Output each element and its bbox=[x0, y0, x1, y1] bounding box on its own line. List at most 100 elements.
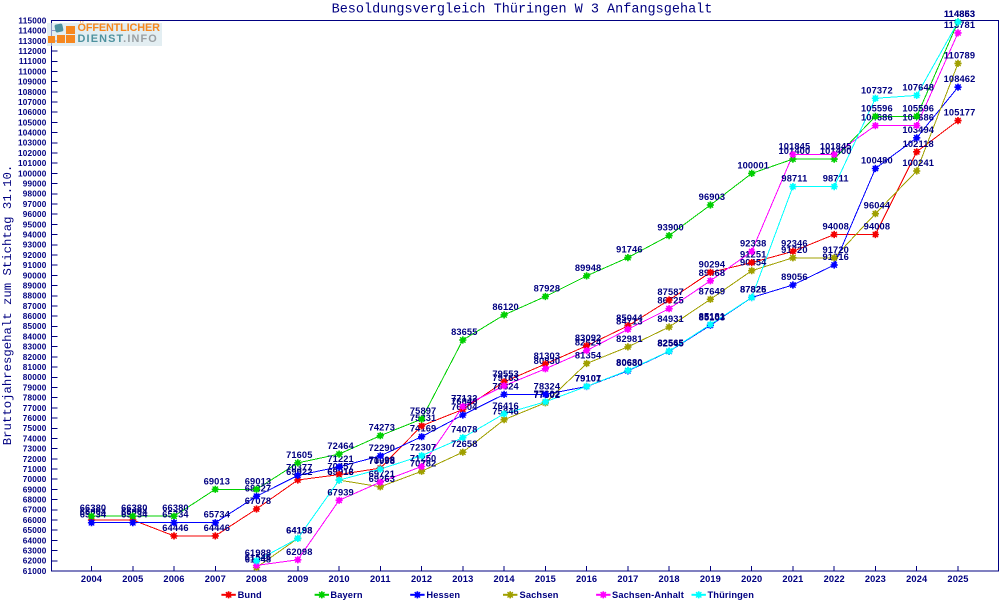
svg-text:76843: 76843 bbox=[451, 397, 477, 407]
svg-text:87649: 87649 bbox=[699, 286, 725, 296]
svg-text:94008: 94008 bbox=[822, 222, 848, 232]
svg-text:81000: 81000 bbox=[23, 363, 47, 372]
svg-text:64446: 64446 bbox=[204, 523, 230, 533]
svg-text:76416: 76416 bbox=[492, 401, 518, 411]
svg-text:107648: 107648 bbox=[902, 82, 934, 92]
svg-text:102000: 102000 bbox=[18, 149, 47, 158]
svg-text:2019: 2019 bbox=[700, 574, 721, 584]
svg-text:2009: 2009 bbox=[287, 574, 308, 584]
svg-text:2005: 2005 bbox=[122, 574, 143, 584]
svg-text:64198: 64198 bbox=[286, 525, 312, 535]
svg-text:83000: 83000 bbox=[23, 343, 47, 352]
svg-text:76000: 76000 bbox=[23, 414, 47, 423]
svg-text:2008: 2008 bbox=[246, 574, 267, 584]
svg-text:2023: 2023 bbox=[865, 574, 886, 584]
svg-text:61000: 61000 bbox=[23, 567, 47, 576]
svg-text:Sachsen-Anhalt: Sachsen-Anhalt bbox=[612, 590, 684, 600]
svg-text:70000: 70000 bbox=[23, 475, 47, 484]
svg-text:2025: 2025 bbox=[947, 574, 968, 584]
svg-text:111000: 111000 bbox=[19, 57, 47, 66]
svg-text:89056: 89056 bbox=[781, 272, 807, 282]
svg-text:77000: 77000 bbox=[23, 404, 47, 413]
svg-text:64446: 64446 bbox=[162, 523, 188, 533]
svg-text:2015: 2015 bbox=[535, 574, 556, 584]
svg-text:74169: 74169 bbox=[410, 424, 436, 434]
svg-text:75897: 75897 bbox=[410, 406, 436, 416]
svg-text:92346: 92346 bbox=[781, 238, 807, 248]
svg-text:84713: 84713 bbox=[616, 316, 642, 326]
svg-text:66004: 66004 bbox=[121, 507, 148, 517]
svg-text:83092: 83092 bbox=[575, 333, 601, 343]
svg-text:105000: 105000 bbox=[18, 118, 47, 127]
svg-text:66004: 66004 bbox=[80, 507, 107, 517]
svg-text:78324: 78324 bbox=[534, 381, 561, 391]
svg-text:108000: 108000 bbox=[18, 88, 47, 97]
svg-text:91251: 91251 bbox=[740, 250, 766, 260]
svg-text:79107: 79107 bbox=[575, 373, 601, 383]
svg-text:2022: 2022 bbox=[824, 574, 845, 584]
svg-text:2018: 2018 bbox=[659, 574, 680, 584]
svg-text:83655: 83655 bbox=[451, 327, 477, 337]
svg-text:110000: 110000 bbox=[18, 67, 46, 76]
svg-text:79101: 79101 bbox=[575, 374, 601, 384]
svg-text:98000: 98000 bbox=[23, 190, 47, 199]
svg-text:100001: 100001 bbox=[737, 160, 769, 170]
svg-text:86120: 86120 bbox=[492, 302, 518, 312]
svg-text:105596: 105596 bbox=[902, 103, 934, 113]
svg-text:77132: 77132 bbox=[451, 394, 477, 404]
svg-text:87825: 87825 bbox=[740, 285, 766, 295]
svg-text:69913: 69913 bbox=[327, 467, 353, 477]
svg-text:107000: 107000 bbox=[18, 98, 47, 107]
svg-text:85000: 85000 bbox=[23, 322, 47, 331]
svg-text:96000: 96000 bbox=[23, 210, 47, 219]
svg-text:88000: 88000 bbox=[23, 292, 47, 301]
svg-text:2016: 2016 bbox=[576, 574, 597, 584]
svg-text:85181: 85181 bbox=[699, 312, 725, 322]
svg-text:71250: 71250 bbox=[410, 454, 436, 464]
svg-text:72464: 72464 bbox=[327, 441, 354, 451]
svg-text:74000: 74000 bbox=[23, 434, 47, 443]
svg-text:72290: 72290 bbox=[369, 443, 395, 453]
svg-text:104000: 104000 bbox=[18, 129, 47, 138]
svg-text:79163: 79163 bbox=[492, 373, 518, 383]
svg-text:107372: 107372 bbox=[861, 85, 893, 95]
svg-text:93000: 93000 bbox=[23, 241, 47, 250]
svg-text:64000: 64000 bbox=[23, 536, 47, 545]
svg-text:72000: 72000 bbox=[23, 455, 47, 464]
svg-text:82545: 82545 bbox=[657, 338, 683, 348]
svg-text:113781: 113781 bbox=[944, 20, 975, 30]
svg-text:94000: 94000 bbox=[23, 231, 47, 240]
svg-text:2010: 2010 bbox=[329, 574, 350, 584]
svg-text:106000: 106000 bbox=[18, 108, 47, 117]
svg-text:101400: 101400 bbox=[779, 146, 811, 156]
svg-text:72307: 72307 bbox=[410, 443, 436, 453]
svg-text:87000: 87000 bbox=[23, 302, 47, 311]
svg-text:2017: 2017 bbox=[617, 574, 638, 584]
svg-text:114853: 114853 bbox=[944, 9, 975, 19]
svg-text:105596: 105596 bbox=[861, 103, 893, 113]
svg-text:94008: 94008 bbox=[864, 222, 890, 232]
svg-text:87587: 87587 bbox=[657, 287, 683, 297]
svg-text:Hessen: Hessen bbox=[426, 590, 460, 600]
svg-text:74273: 74273 bbox=[369, 423, 395, 433]
svg-text:108462: 108462 bbox=[944, 74, 976, 84]
svg-text:2007: 2007 bbox=[205, 574, 226, 584]
svg-text:Sachsen: Sachsen bbox=[520, 590, 559, 600]
svg-text:Thüringen: Thüringen bbox=[708, 590, 755, 600]
svg-text:93900: 93900 bbox=[657, 223, 683, 233]
svg-text:91746: 91746 bbox=[616, 245, 642, 255]
svg-text:82565: 82565 bbox=[657, 338, 683, 348]
svg-text:72658: 72658 bbox=[451, 439, 477, 449]
svg-text:87928: 87928 bbox=[534, 284, 560, 294]
svg-text:71000: 71000 bbox=[23, 465, 47, 474]
svg-text:69922: 69922 bbox=[286, 467, 312, 477]
svg-text:2021: 2021 bbox=[782, 574, 803, 584]
svg-text:80630: 80630 bbox=[616, 358, 642, 368]
svg-text:91720: 91720 bbox=[822, 245, 848, 255]
svg-text:85103: 85103 bbox=[699, 312, 725, 322]
svg-text:82981: 82981 bbox=[616, 334, 642, 344]
svg-text:114863: 114863 bbox=[944, 9, 975, 19]
svg-text:90294: 90294 bbox=[699, 259, 726, 269]
svg-text:92338: 92338 bbox=[740, 239, 766, 249]
svg-text:61988: 61988 bbox=[245, 548, 271, 558]
